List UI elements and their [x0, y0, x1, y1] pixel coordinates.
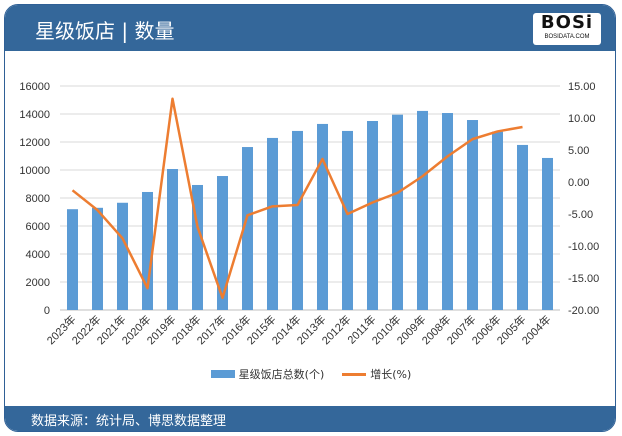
bar [492, 131, 503, 310]
left-axis-tick: 0 [44, 305, 50, 317]
bar [92, 207, 103, 310]
right-axis-tick: 15.00 [568, 81, 596, 93]
right-axis-tick: 0.00 [568, 177, 589, 189]
footer-bar: 数据来源：统计局、博思数据整理 [5, 406, 615, 431]
bar [292, 130, 303, 310]
bar [542, 157, 553, 310]
bar [267, 137, 278, 310]
bar [242, 147, 253, 310]
legend-line-swatch [342, 372, 367, 376]
header-bar: 星级饭店 | 数量 BOSi BOSIDATA.COM [5, 5, 615, 51]
right-axis-tick: -5.00 [568, 209, 593, 221]
left-axis-tick: 10000 [19, 165, 50, 177]
bar [117, 202, 128, 310]
legend-bar-label: 星级饭店总数(个) [238, 368, 325, 381]
logo-subtext: BOSIDATA.COM [544, 34, 590, 40]
left-axis-tick: 4000 [26, 249, 50, 261]
bar [342, 130, 353, 310]
data-source: 数据来源：统计局、博思数据整理 [31, 414, 227, 429]
legend: 星级饭店总数(个) 增长(%) [0, 366, 622, 382]
left-axis-tick: 6000 [26, 221, 50, 233]
right-axis-tick: -10.00 [568, 241, 599, 253]
bar [217, 176, 228, 310]
bar [442, 113, 453, 311]
bosi-logo: BOSi BOSIDATA.COM [533, 13, 601, 45]
bar [467, 120, 478, 311]
bar [392, 114, 403, 310]
chart-title: 星级饭店 | 数量 [35, 19, 175, 43]
bar [367, 121, 378, 310]
left-axis-tick: 8000 [26, 193, 50, 205]
bar [417, 110, 428, 310]
right-axis-tick: -20.00 [568, 305, 599, 317]
right-axis-tick: 5.00 [568, 145, 589, 157]
bar [192, 184, 203, 310]
bar [517, 144, 528, 310]
right-axis-tick: -15.00 [568, 273, 599, 285]
left-axis-tick: 12000 [19, 137, 50, 149]
bar [67, 209, 78, 310]
legend-bar-swatch [210, 370, 235, 378]
left-axis-tick: 14000 [19, 109, 50, 121]
bar [142, 191, 153, 310]
bar [317, 123, 328, 310]
left-axis-tick: 2000 [26, 277, 50, 289]
legend-line-label: 增长(%) [370, 368, 412, 381]
right-axis-tick: 10.00 [568, 113, 596, 125]
left-axis-tick: 16000 [19, 81, 50, 93]
bar [167, 169, 178, 310]
logo-text: BOSi [540, 12, 594, 33]
